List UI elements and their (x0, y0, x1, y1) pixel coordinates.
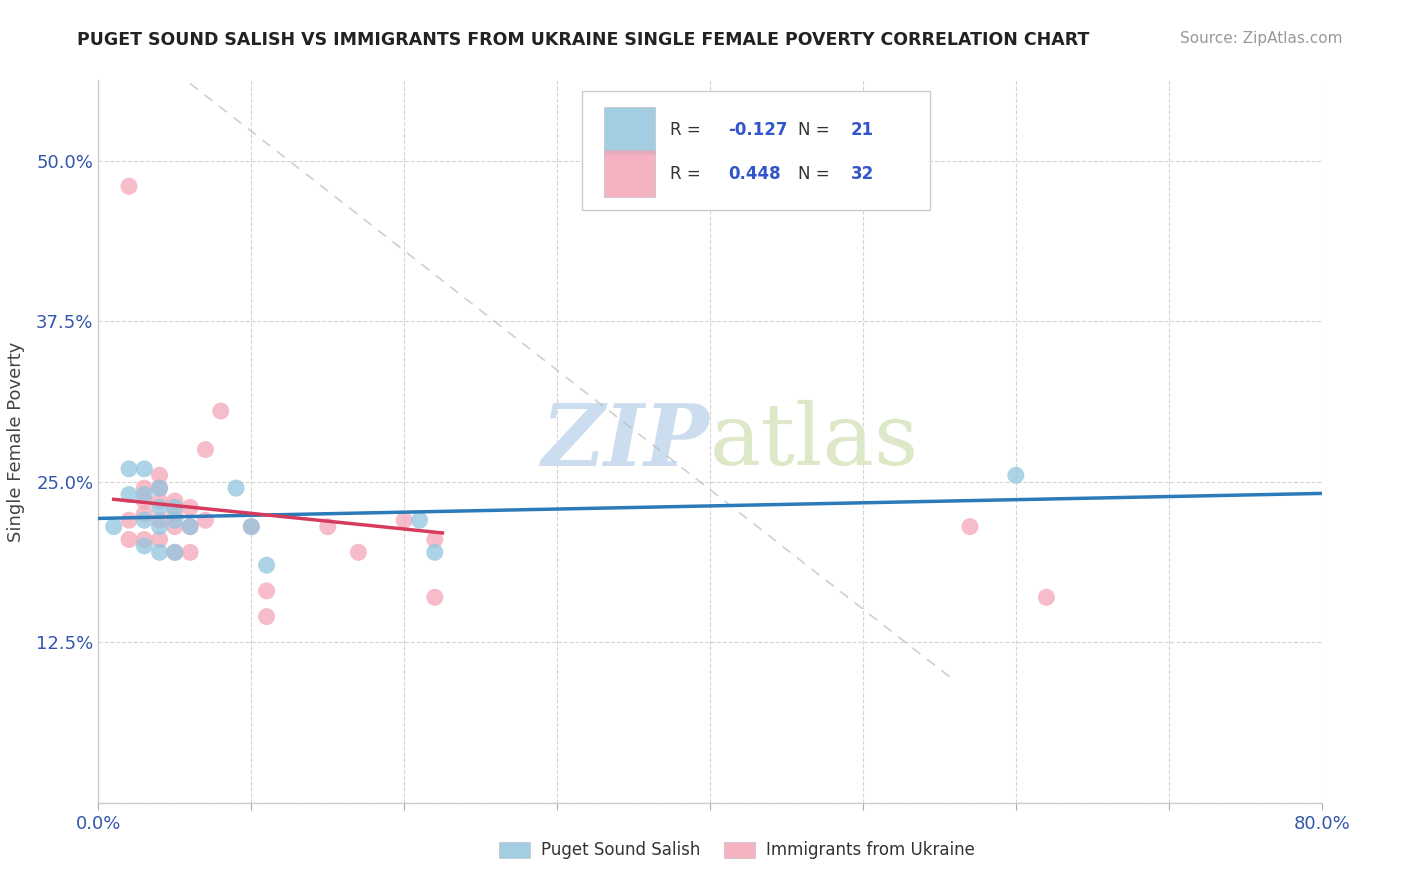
Text: Immigrants from Ukraine: Immigrants from Ukraine (766, 841, 976, 859)
FancyBboxPatch shape (582, 91, 931, 211)
Point (240, 519, 263, 533)
Text: 0.448: 0.448 (728, 165, 780, 183)
Point (179, 519, 201, 533)
Text: N =: N = (799, 121, 835, 139)
Point (179, 500, 201, 515)
Point (316, 519, 339, 533)
Text: R =: R = (669, 165, 706, 183)
Point (225, 481, 247, 495)
Point (209, 404, 232, 418)
Point (423, 591, 446, 605)
Point (256, 558, 278, 573)
Point (149, 468, 172, 483)
Text: -0.127: -0.127 (728, 121, 787, 139)
Point (134, 462, 156, 476)
Point (423, 533, 446, 547)
Point (392, 513, 416, 527)
Point (163, 513, 186, 527)
Text: N =: N = (799, 165, 835, 183)
Bar (603, 107, 655, 154)
Point (134, 507, 156, 521)
Point (118, 513, 141, 527)
Point (256, 583, 278, 598)
Point (1035, 591, 1057, 605)
Point (1004, 468, 1026, 483)
Point (134, 539, 156, 553)
Point (194, 442, 217, 457)
Text: 32: 32 (851, 165, 875, 183)
Point (163, 545, 186, 559)
Point (959, 519, 981, 533)
Point (194, 513, 217, 527)
Point (149, 481, 172, 495)
Point (149, 513, 172, 527)
Point (149, 545, 172, 559)
Point (149, 500, 172, 515)
Point (118, 179, 141, 194)
Point (118, 533, 141, 547)
Point (134, 513, 156, 527)
Point (134, 481, 156, 495)
Point (134, 487, 156, 501)
Point (149, 481, 172, 495)
Point (103, 519, 125, 533)
Point (179, 545, 201, 559)
Point (163, 507, 186, 521)
Point (408, 513, 430, 527)
Point (118, 487, 141, 501)
Point (347, 545, 370, 559)
Point (118, 462, 141, 476)
Bar (603, 151, 655, 197)
Point (163, 500, 186, 515)
Text: PUGET SOUND SALISH VS IMMIGRANTS FROM UKRAINE SINGLE FEMALE POVERTY CORRELATION : PUGET SOUND SALISH VS IMMIGRANTS FROM UK… (77, 31, 1090, 49)
Point (423, 545, 446, 559)
Point (134, 494, 156, 508)
Point (256, 609, 278, 624)
Point (163, 545, 186, 559)
Y-axis label: Single Female Poverty: Single Female Poverty (7, 342, 25, 541)
Point (149, 519, 172, 533)
Text: R =: R = (669, 121, 706, 139)
Point (179, 519, 201, 533)
Point (149, 533, 172, 547)
Point (163, 494, 186, 508)
Point (163, 519, 186, 533)
Point (149, 494, 172, 508)
Text: 21: 21 (851, 121, 873, 139)
Point (134, 533, 156, 547)
Text: ZIP: ZIP (543, 400, 710, 483)
Text: atlas: atlas (710, 400, 920, 483)
Point (240, 519, 263, 533)
Text: Source: ZipAtlas.com: Source: ZipAtlas.com (1180, 31, 1343, 46)
Text: Puget Sound Salish: Puget Sound Salish (541, 841, 700, 859)
